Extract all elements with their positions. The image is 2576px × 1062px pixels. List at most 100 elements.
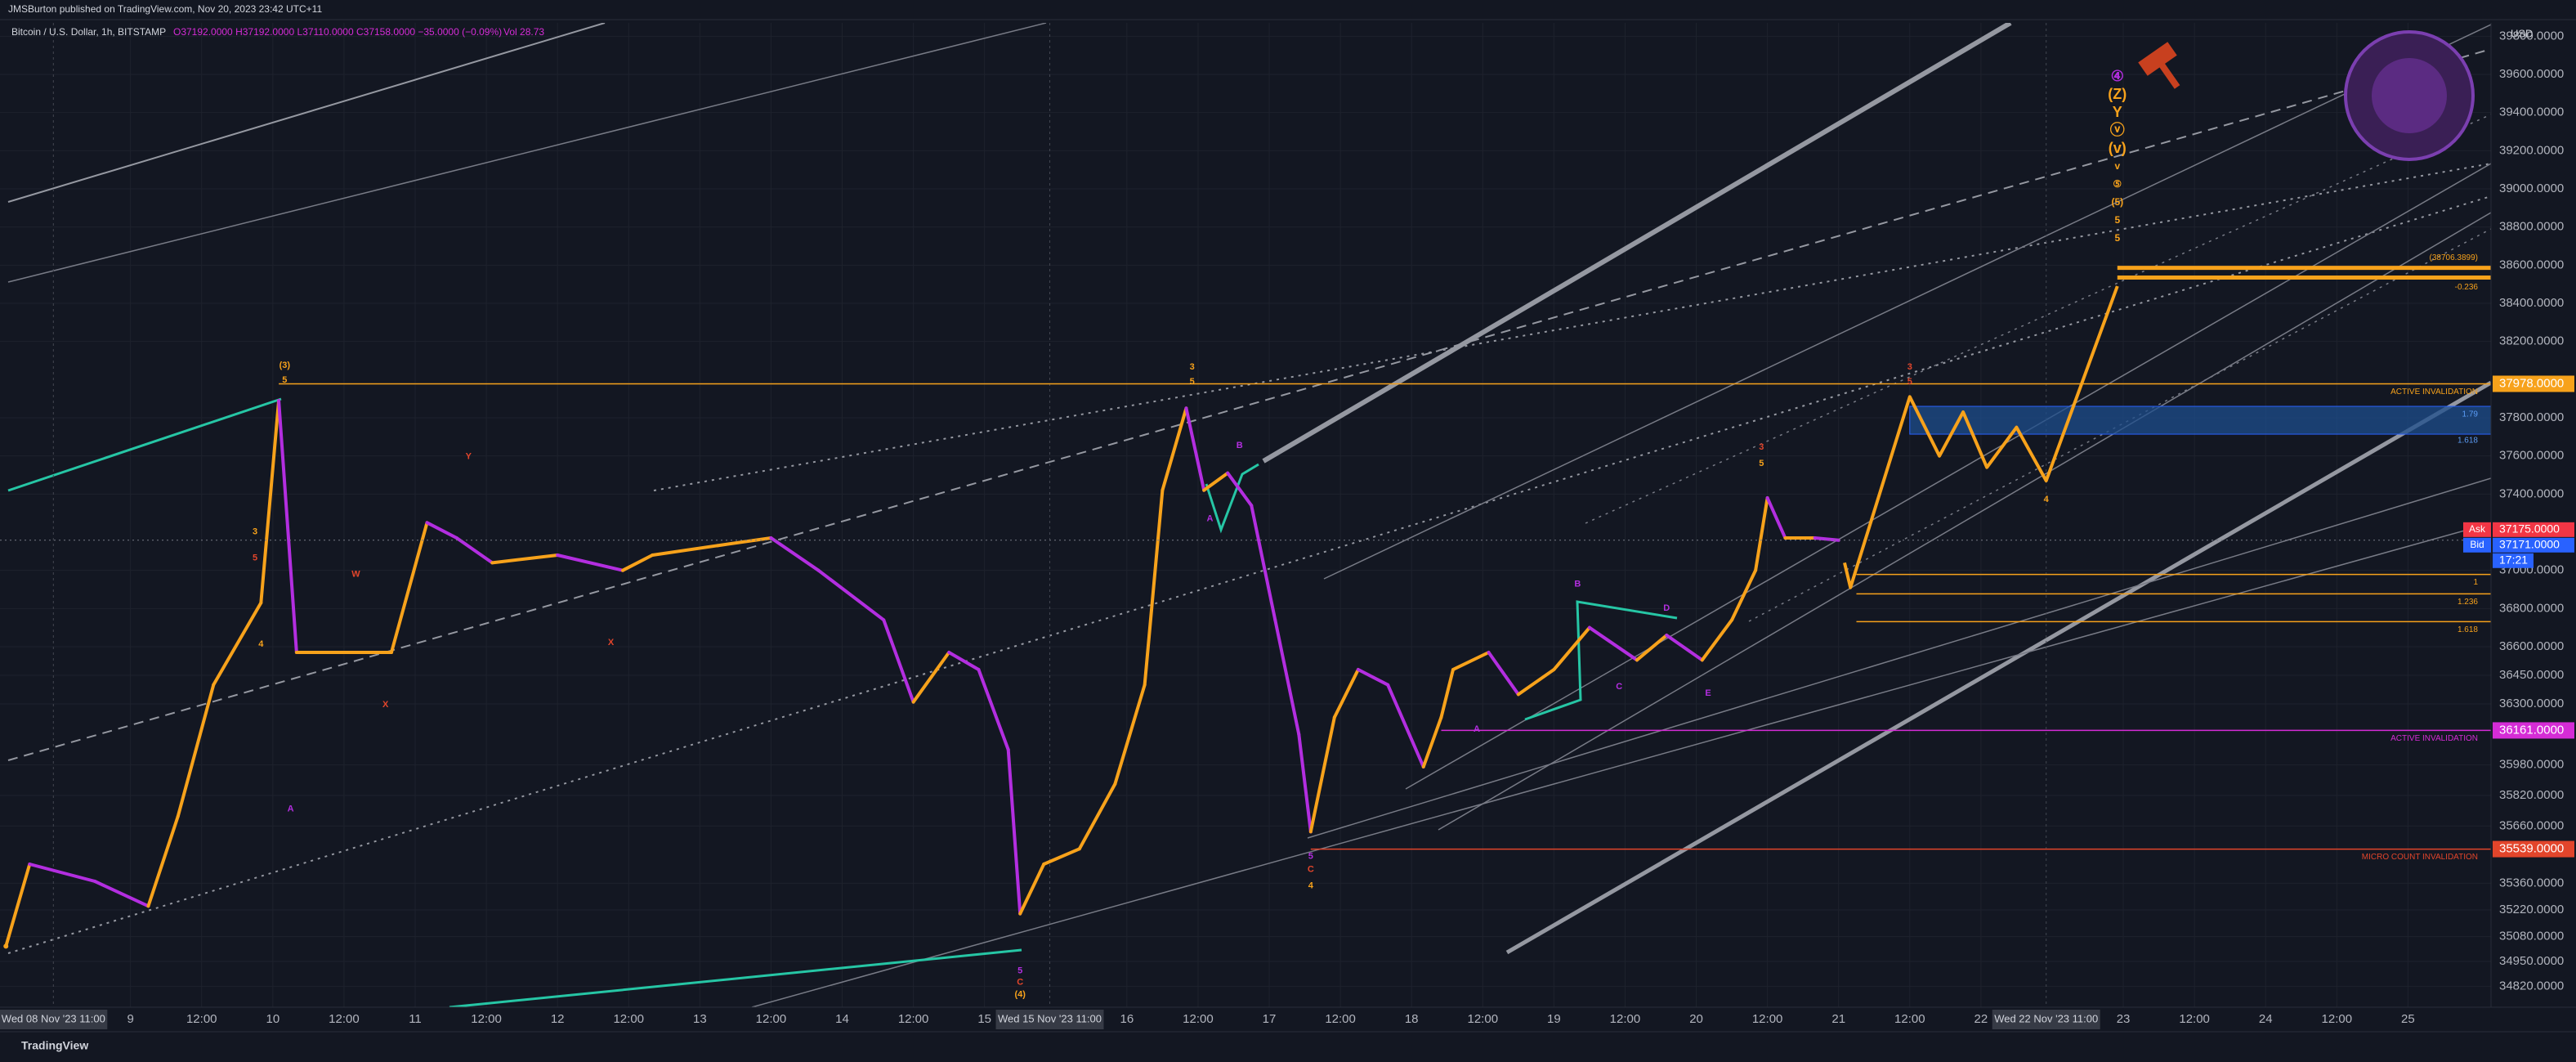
price-segment bbox=[1635, 634, 1669, 662]
level-axis-box bbox=[2493, 375, 2574, 392]
y-tick-label: 34950.0000 bbox=[2499, 954, 2564, 968]
countdown-box bbox=[2493, 553, 2534, 568]
x-tick-label: 17 bbox=[1263, 1012, 1277, 1026]
price-segment bbox=[176, 683, 216, 818]
price-segment bbox=[1730, 568, 1758, 622]
wave-label: 4 bbox=[1308, 881, 1314, 890]
wave-label: A bbox=[1474, 724, 1480, 734]
price-segment bbox=[1665, 634, 1704, 662]
price-segment bbox=[1308, 715, 1336, 834]
x-tick-label: 20 bbox=[1689, 1012, 1703, 1026]
x-tick-label: 12:00 bbox=[756, 1012, 787, 1026]
price-segment bbox=[1297, 733, 1313, 834]
x-tick-label: 10 bbox=[266, 1012, 280, 1026]
price-segment bbox=[1202, 471, 1230, 492]
x-tick-label: 9 bbox=[127, 1012, 133, 1026]
y-tick-label: 38600.0000 bbox=[2499, 258, 2564, 271]
wave-label: C bbox=[1017, 978, 1023, 988]
price-segment bbox=[1113, 683, 1147, 786]
price-segment bbox=[1184, 406, 1206, 492]
y-tick-label: 39600.0000 bbox=[2499, 67, 2564, 81]
price-segment bbox=[977, 668, 1010, 751]
y-tick-label: 38200.0000 bbox=[2499, 334, 2564, 348]
level-axis-label: 36161.0000 bbox=[2499, 723, 2564, 737]
price-segment bbox=[1332, 668, 1360, 719]
y-tick-label: 36600.0000 bbox=[2499, 639, 2564, 653]
price-segment bbox=[259, 399, 281, 605]
y-tick-label: 34820.0000 bbox=[2499, 979, 2564, 993]
price-segment bbox=[947, 651, 981, 671]
projection-path bbox=[1843, 285, 2119, 589]
x-tick-label: 12:00 bbox=[2322, 1012, 2353, 1026]
price-tag-box bbox=[2463, 537, 2491, 553]
x-tick-label: 18 bbox=[1405, 1012, 1419, 1026]
published-note: JMSBurton published on TradingView.com, … bbox=[8, 3, 322, 15]
price-segment bbox=[816, 568, 886, 622]
price-segment bbox=[621, 553, 655, 572]
wave-label: 5 bbox=[1759, 459, 1764, 468]
x-tick-label: 12:00 bbox=[1894, 1012, 1925, 1026]
level-label: MICRO COUNT INVALIDATION bbox=[2362, 853, 2478, 862]
zone-label: 1.79 bbox=[2462, 410, 2479, 419]
price-segment bbox=[93, 880, 150, 908]
wave-label: (3) bbox=[280, 361, 291, 370]
marker-label: Wed 15 Nov '23 11:00 bbox=[998, 1012, 1102, 1024]
price-segment bbox=[1077, 782, 1117, 851]
drawings bbox=[7, 23, 2491, 1007]
y-tick-label: 36300.0000 bbox=[2499, 697, 2564, 710]
level-label: ACTIVE INVALIDATION bbox=[2390, 734, 2478, 743]
wave-stack-label: (Z) bbox=[2108, 86, 2127, 102]
wave-label: 3 bbox=[1190, 362, 1195, 372]
y-tick-label: 35980.0000 bbox=[2499, 758, 2564, 772]
x-tick-label: 25 bbox=[2401, 1012, 2415, 1026]
fib-label: 1.618 bbox=[2457, 625, 2478, 634]
price-segment bbox=[425, 521, 458, 540]
x-tick-label: 21 bbox=[1831, 1012, 1845, 1026]
marker-label: Wed 08 Nov '23 11:00 bbox=[2, 1012, 105, 1024]
x-tick-label: 24 bbox=[2259, 1012, 2273, 1026]
y-tick-label: 35660.0000 bbox=[2499, 818, 2564, 832]
wave-label: Y bbox=[466, 452, 472, 462]
wave-stack-label: (v) bbox=[2109, 140, 2127, 156]
wave-label: X bbox=[608, 638, 615, 648]
wave-label: 5 bbox=[1190, 377, 1195, 387]
x-tick-label: 12:00 bbox=[1325, 1012, 1356, 1026]
price-segment bbox=[1356, 668, 1390, 687]
symbol: Bitcoin / U.S. Dollar, 1h, BITSTAMP bbox=[11, 26, 166, 38]
wave-stack-label: Y bbox=[2113, 104, 2122, 120]
fib-label: 1 bbox=[2473, 578, 2478, 587]
marker-box bbox=[1992, 1010, 2100, 1029]
x-tick-label: 16 bbox=[1120, 1012, 1134, 1026]
target-label: -0.236 bbox=[2455, 283, 2479, 292]
y-tick-label: 35820.0000 bbox=[2499, 788, 2564, 802]
x-tick-label: 12:00 bbox=[1752, 1012, 1783, 1026]
wave-label: 3 bbox=[253, 527, 257, 537]
price-label-box bbox=[2493, 522, 2574, 537]
price-segment bbox=[1273, 618, 1301, 737]
x-tick-label: 14 bbox=[835, 1012, 849, 1026]
x-tick-label: 12:00 bbox=[1468, 1012, 1499, 1026]
y-tick-label: 39000.0000 bbox=[2499, 181, 2564, 195]
x-tick-label: 12:00 bbox=[471, 1012, 502, 1026]
y-tick-label: 36800.0000 bbox=[2499, 601, 2564, 615]
price-label-box bbox=[2493, 537, 2574, 553]
price-segment bbox=[769, 536, 821, 572]
wave-label: B bbox=[1237, 441, 1243, 450]
price-segment bbox=[1042, 847, 1081, 866]
price-segment bbox=[28, 863, 97, 883]
wave-label: 4 bbox=[258, 639, 264, 649]
x-tick-label: 12:00 bbox=[1610, 1012, 1641, 1026]
wave-stack-label: ⑤ bbox=[2113, 178, 2122, 190]
target-label: (38706.3899) bbox=[2430, 253, 2479, 262]
wave-label: (4) bbox=[1015, 990, 1026, 1000]
price-segment bbox=[277, 399, 298, 654]
wave-label: B bbox=[1574, 579, 1581, 589]
wave-stack-label: ④ bbox=[2111, 68, 2124, 84]
wave-label: 5 bbox=[1308, 852, 1313, 862]
fib-label: 1.236 bbox=[2457, 598, 2478, 607]
marker-label: Wed 22 Nov '23 11:00 bbox=[1994, 1012, 2098, 1024]
level-axis-label: 37978.0000 bbox=[2499, 376, 2564, 390]
price-tag-box bbox=[2463, 522, 2491, 537]
